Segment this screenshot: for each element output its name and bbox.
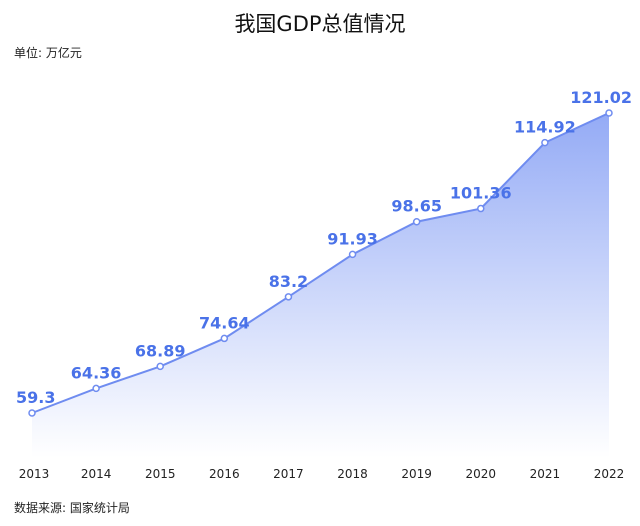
- gdp-series-line: [31, 112, 610, 414]
- data-point-2016: [220, 334, 229, 343]
- value-label-2018: 91.93: [327, 229, 378, 248]
- x-tick-2022: 2022: [594, 467, 625, 481]
- data-point-2020: [477, 204, 485, 213]
- x-tick-2021: 2021: [530, 467, 561, 481]
- x-tick-2020: 2020: [466, 467, 497, 481]
- data-point-2022: [605, 109, 613, 117]
- x-tick-2013: 2013: [19, 467, 50, 481]
- data-point-2015: [156, 362, 164, 371]
- data-point-2013: [28, 409, 36, 417]
- x-tick-2015: 2015: [145, 467, 176, 481]
- x-tick-2019: 2019: [401, 467, 432, 481]
- value-label-2021: 114.92: [514, 118, 576, 137]
- value-label-2020: 101.36: [450, 184, 512, 203]
- x-tick-2016: 2016: [209, 467, 240, 481]
- chart-title: 我国GDP总值情况: [234, 12, 406, 36]
- x-tick-2014: 2014: [81, 467, 112, 481]
- value-label-2019: 98.65: [391, 197, 442, 216]
- unit-label: 单位: 万亿元: [14, 46, 82, 60]
- data-source: 数据来源: 国家统计局: [14, 501, 130, 515]
- value-label-2015: 68.89: [135, 341, 186, 360]
- data-point-2018: [348, 250, 357, 259]
- data-point-2014: [92, 384, 100, 393]
- value-label-2022: 121.02: [570, 88, 632, 107]
- data-point-2021: [541, 138, 549, 147]
- gdp-area-fill: [32, 113, 609, 458]
- value-label-2013: 59.3: [16, 388, 55, 407]
- value-label-2014: 64.36: [71, 363, 122, 382]
- x-tick-2018: 2018: [337, 467, 368, 481]
- data-point-2017: [284, 293, 293, 301]
- value-label-2017: 83.2: [269, 272, 308, 291]
- x-tick-2017: 2017: [273, 467, 304, 481]
- data-point-2019: [412, 217, 421, 226]
- value-label-2016: 74.64: [199, 313, 250, 332]
